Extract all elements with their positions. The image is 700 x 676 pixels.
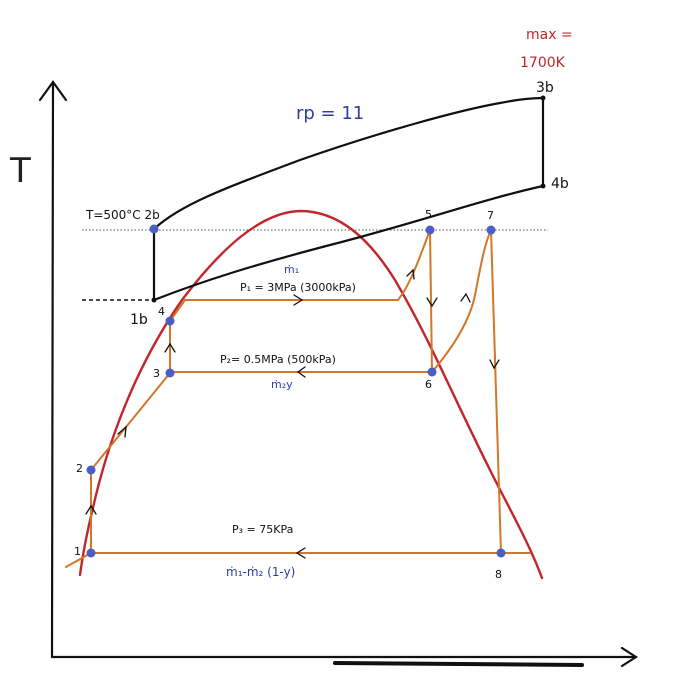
point-6 <box>427 367 437 377</box>
pressure-ratio-label: rp = 11 <box>296 103 364 124</box>
brayton-cycle <box>152 96 545 302</box>
max-temp-line2: 1700K <box>520 55 566 71</box>
bottom-flow-label: ṁ₁-ṁ₂ (1-y) <box>226 565 295 579</box>
label-6: 6 <box>425 378 432 391</box>
line-4b-1b <box>152 184 545 302</box>
mdot1-label: ṁ₁ <box>284 263 299 276</box>
line-5-6 <box>429 229 433 373</box>
point-2b <box>149 224 159 234</box>
axes <box>38 80 639 668</box>
point-3b <box>540 95 546 101</box>
arrow-right-p1 <box>293 294 304 306</box>
line-2-3 <box>90 372 171 471</box>
max-temp-line1: max = <box>526 27 573 43</box>
arrow-up-3-4 <box>164 342 176 353</box>
label-8: 8 <box>495 568 502 581</box>
arrow-2-3 <box>117 425 127 438</box>
line-p3 <box>65 552 531 568</box>
p2-label: P₂= 0.5MPa (500kPa) <box>220 353 336 366</box>
underline-mark <box>333 661 584 667</box>
point-8 <box>496 548 506 558</box>
label-1: 1 <box>74 545 81 558</box>
arrow-down-5-6 <box>426 297 438 308</box>
arrow-up-5 <box>406 268 415 280</box>
point-7 <box>486 225 496 235</box>
line-p1-5 <box>397 229 431 301</box>
label-3b: 3b <box>536 80 554 96</box>
line-4-p1 <box>169 299 399 322</box>
label-2: 2 <box>76 462 83 475</box>
label-4: 4 <box>158 305 165 318</box>
point-3 <box>165 368 175 378</box>
point-1 <box>86 548 96 558</box>
arrow-up-1-2 <box>85 504 97 515</box>
point-4 <box>165 316 175 326</box>
label-7: 7 <box>487 209 494 222</box>
label-1b: 1b <box>130 312 148 328</box>
line-6-7 <box>431 229 492 373</box>
arrow-up-6-7 <box>460 292 471 303</box>
x-axis-arrow <box>620 646 639 668</box>
point-1b <box>151 297 157 303</box>
line-2b-3b <box>152 96 545 231</box>
state-points <box>86 95 546 558</box>
y-axis-line <box>50 80 55 659</box>
t500-label: T=500°C 2b <box>85 208 160 222</box>
label-3: 3 <box>153 367 160 380</box>
point-2 <box>86 465 96 475</box>
y-axis-label: T <box>9 151 31 191</box>
y-axis-arrow <box>38 80 68 102</box>
p1-label: P₁ = 3MPa (3000kPa) <box>240 281 356 294</box>
state-labels: 1 2 3 4 5 6 7 8 1b 3b 4b <box>74 80 569 581</box>
mdot2-y-label: ṁ₂y <box>271 378 293 391</box>
flow-arrows <box>85 268 500 559</box>
point-5 <box>425 225 435 235</box>
arrow-left-p2 <box>296 366 306 378</box>
label-4b: 4b <box>551 176 569 192</box>
p3-label: P₃ = 75KPa <box>232 523 293 536</box>
label-5: 5 <box>425 208 432 221</box>
line-7-8 <box>490 229 502 554</box>
arrow-down-7-8 <box>489 359 500 370</box>
point-4b <box>540 183 546 189</box>
saturation-dome <box>78 209 544 580</box>
arrow-left-p3 <box>295 547 306 559</box>
